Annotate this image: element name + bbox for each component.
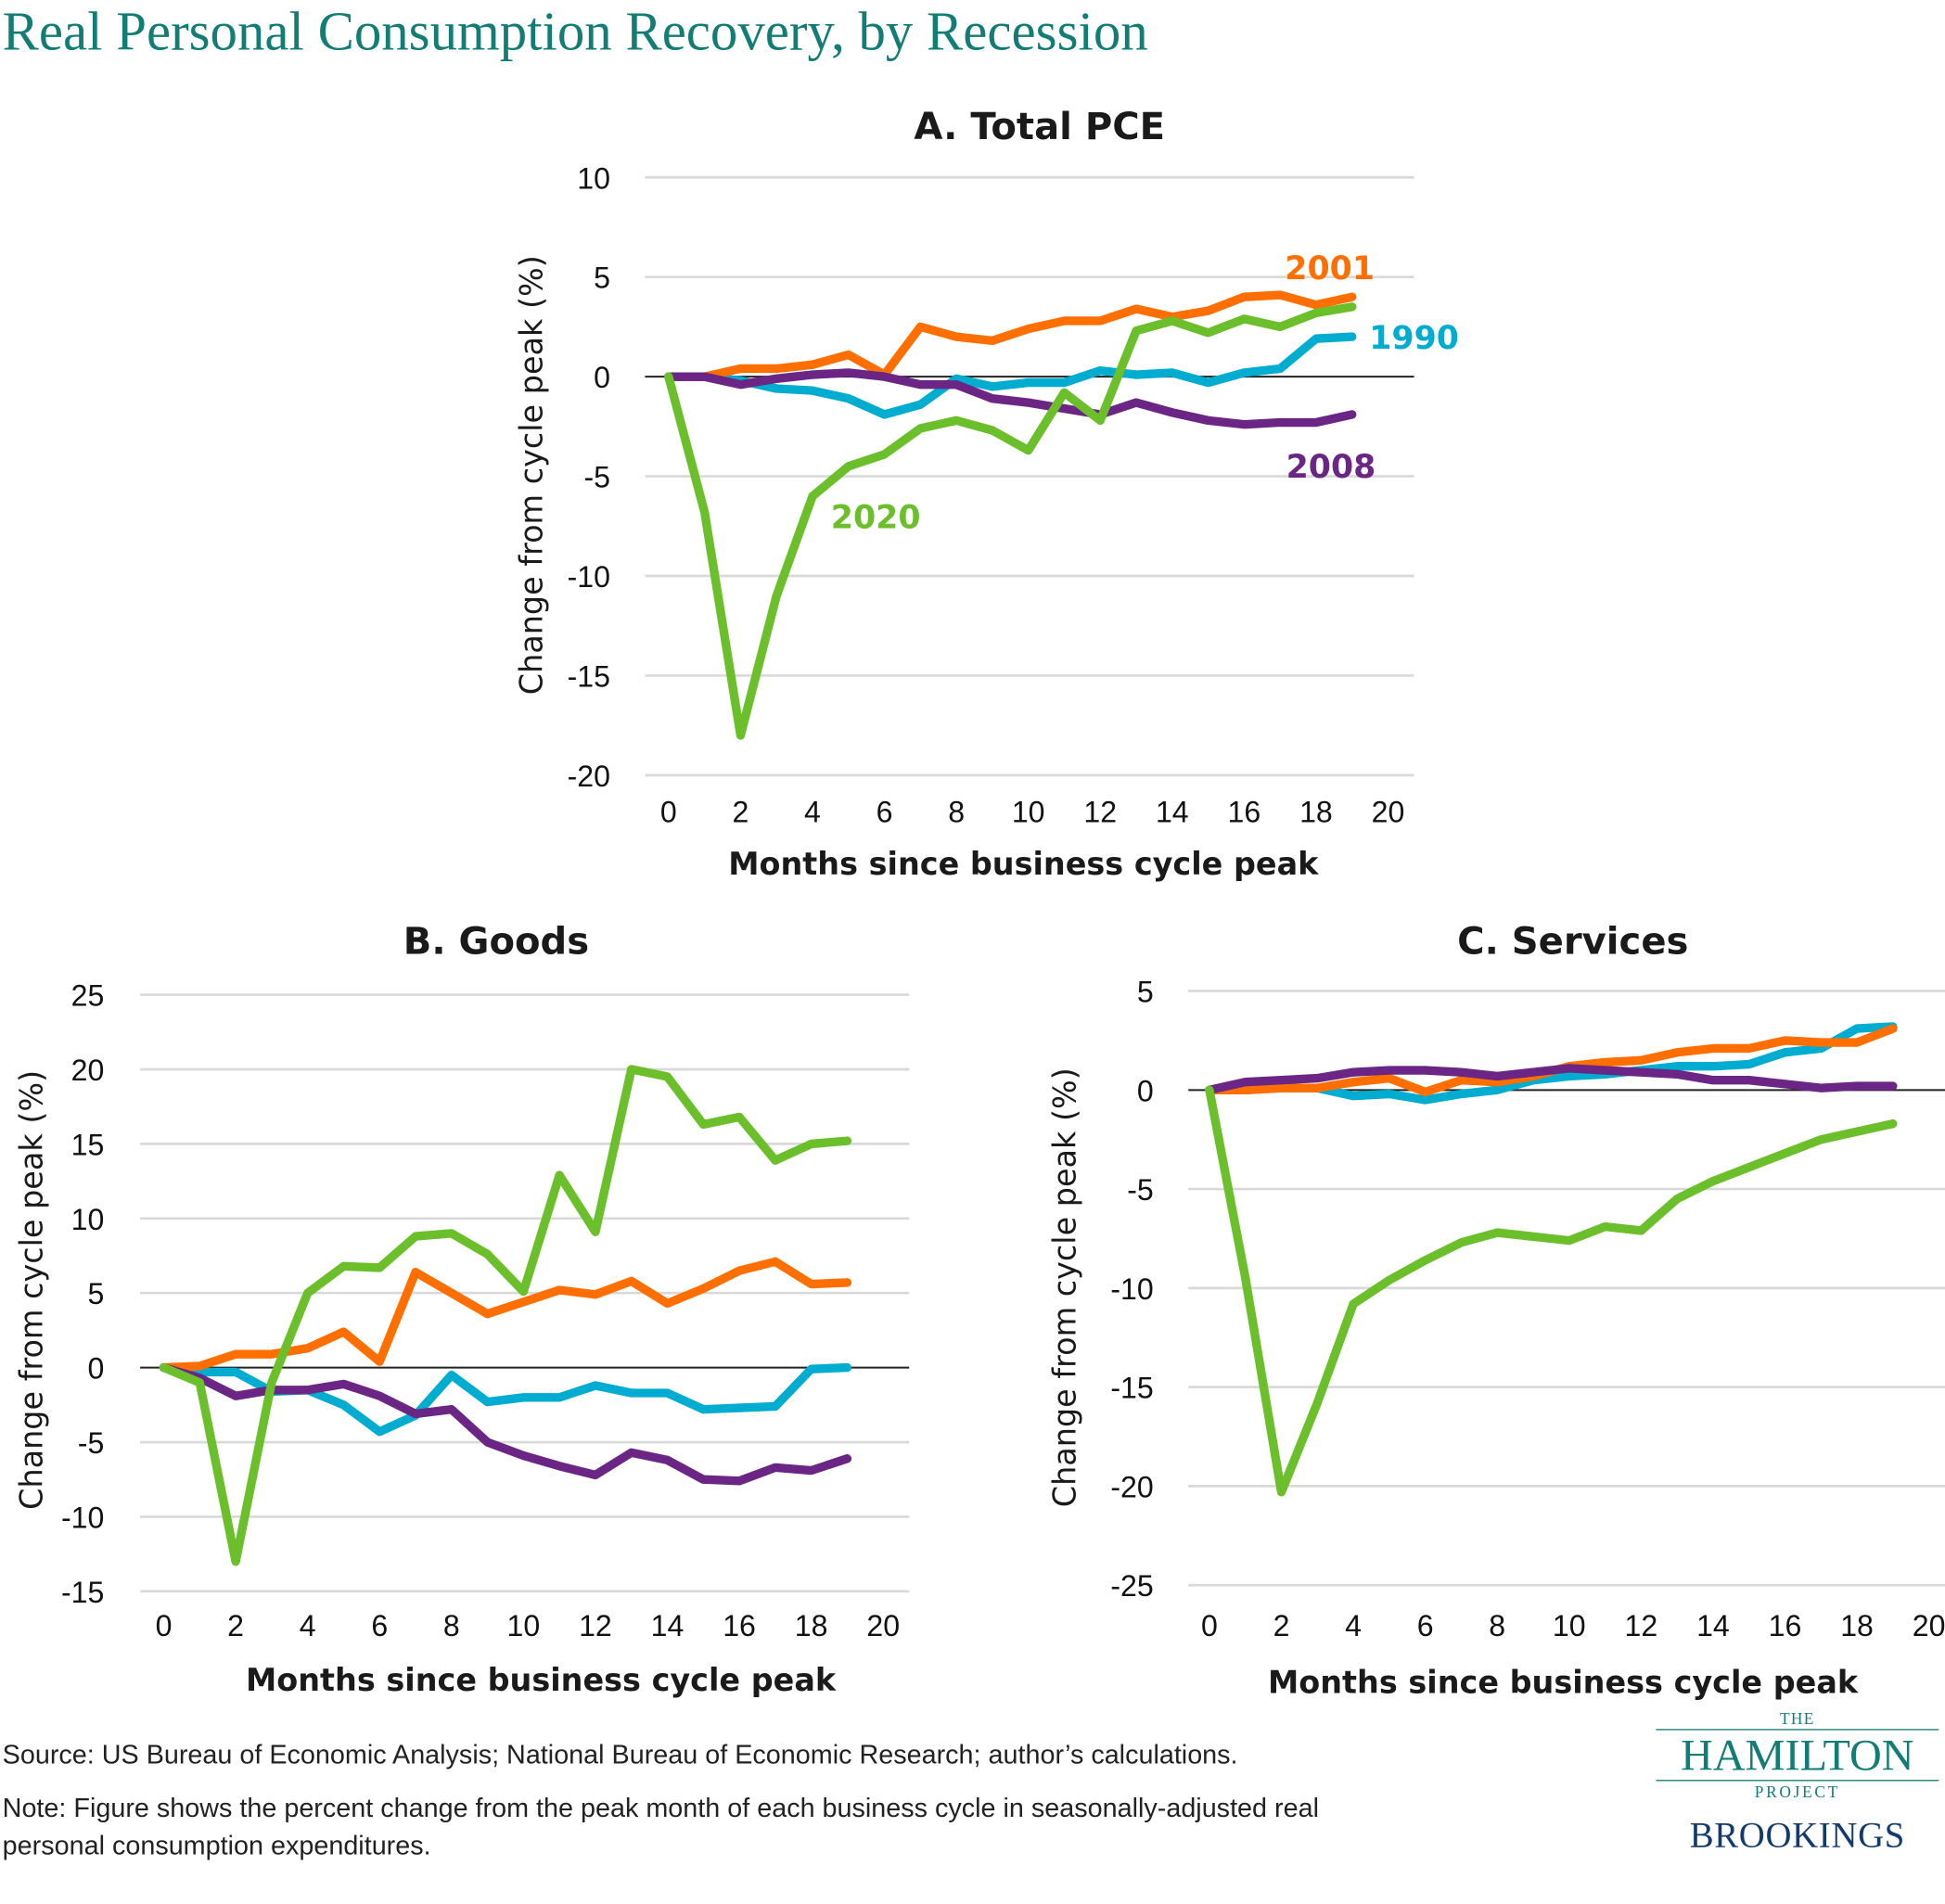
x-tick-label: 14 — [1696, 1609, 1730, 1642]
series-line-2001 — [159, 1257, 852, 1373]
series-line-2020 — [664, 302, 1357, 740]
x-tick-label: 4 — [804, 796, 821, 829]
y-tick-label: -10 — [1110, 1272, 1153, 1306]
x-tick-label: 10 — [1012, 796, 1045, 829]
x-tick-label: 18 — [795, 1609, 828, 1642]
x-tick-label: 2 — [227, 1609, 244, 1642]
series-label-2008: 2008 — [1286, 449, 1376, 486]
logo-the: THE — [1779, 1708, 1815, 1728]
y-tick-label: 5 — [594, 262, 610, 295]
x-tick-label: 10 — [507, 1609, 541, 1642]
x-tick-label: 6 — [877, 796, 893, 829]
x-tick-label: 2 — [1273, 1609, 1290, 1642]
x-tick-label: 14 — [1156, 796, 1189, 829]
y-tick-label: -20 — [568, 760, 610, 793]
note-line-1: Note: Figure shows the percent change fr… — [2, 1793, 1319, 1823]
figure-title: Real Personal Consumption Recovery, by R… — [2, 1, 1148, 62]
panel-title: B. Goods — [403, 920, 589, 963]
y-tick-label: 20 — [71, 1054, 105, 1087]
y-tick-label: 0 — [594, 361, 610, 394]
series-label-2001: 2001 — [1285, 250, 1375, 288]
x-tick-label: 20 — [1372, 796, 1405, 829]
logo-project: PROJECT — [1749, 1782, 1846, 1803]
x-tick-label: 0 — [156, 1609, 173, 1642]
y-axis-label: Change from cycle peak (%) — [513, 255, 549, 695]
x-tick-label: 18 — [1840, 1609, 1874, 1642]
hamilton-brookings-logo: THE HAMILTON PROJECT BROOKINGS — [1656, 1709, 1939, 1857]
source-note: Source: US Bureau of Economic Analysis; … — [2, 1740, 1238, 1770]
series-line-2001 — [664, 290, 1357, 381]
note-line-2: personal consumption expenditures. — [2, 1830, 431, 1861]
series-line-2008 — [1205, 1064, 1898, 1094]
y-tick-label: 0 — [1137, 1074, 1154, 1107]
y-tick-label: -15 — [61, 1576, 104, 1609]
x-tick-label: 4 — [300, 1609, 316, 1642]
y-tick-label: 5 — [1137, 976, 1154, 1009]
x-tick-label: 16 — [723, 1609, 756, 1642]
x-tick-label: 10 — [1553, 1609, 1586, 1642]
series-line-2008 — [664, 368, 1357, 429]
y-tick-label: 25 — [71, 979, 105, 1013]
x-tick-label: 20 — [866, 1609, 900, 1642]
y-tick-label: -15 — [1110, 1372, 1153, 1405]
x-tick-label: 14 — [651, 1609, 685, 1642]
y-tick-label: -20 — [1110, 1470, 1153, 1503]
y-axis-label: Change from cycle peak (%) — [1046, 1067, 1082, 1507]
x-tick-label: 0 — [660, 796, 677, 829]
x-tick-label: 2 — [732, 796, 749, 829]
series-line-2008 — [159, 1362, 852, 1486]
x-tick-label: 12 — [1083, 796, 1117, 829]
series-line-2020 — [159, 1065, 852, 1566]
y-tick-label: 10 — [71, 1203, 105, 1236]
x-tick-label: 18 — [1299, 796, 1333, 829]
x-tick-label: 8 — [948, 796, 965, 829]
chart-panel-c: C. Services 5 0 -5 -10 -15 -20 -25 0 2 4 6 8 10 12 14 16… — [1046, 920, 1944, 1700]
x-tick-label: 0 — [1201, 1609, 1218, 1642]
chart-panel-a: A. Total PCE 10 5 0 -5 -10 -15 -20 0 2 4 6 8 10 12 14 16… — [513, 106, 1459, 882]
y-axis-label: Change from cycle peak (%) — [13, 1070, 49, 1510]
series-label-2020: 2020 — [831, 500, 921, 537]
y-tick-label: -5 — [1127, 1173, 1154, 1207]
x-tick-label: 4 — [1345, 1609, 1362, 1642]
x-axis-label: Months since business cycle peak — [246, 1662, 837, 1698]
x-tick-label: 16 — [1228, 796, 1261, 829]
x-tick-label: 8 — [443, 1609, 460, 1642]
y-tick-label: -5 — [583, 461, 610, 494]
y-tick-label: 0 — [87, 1352, 104, 1386]
y-tick-label: -10 — [568, 560, 610, 594]
y-tick-label: -25 — [1110, 1569, 1153, 1603]
y-tick-label: 5 — [87, 1277, 104, 1310]
panel-title: C. Services — [1457, 920, 1688, 963]
y-tick-label: 10 — [577, 161, 610, 195]
y-tick-label: -5 — [78, 1426, 105, 1460]
logo-brookings: BROOKINGS — [1689, 1815, 1905, 1856]
x-axis-label: Months since business cycle peak — [728, 846, 1319, 882]
x-tick-label: 16 — [1769, 1609, 1802, 1642]
chart-panel-b: B. Goods 25 20 15 10 5 0 -5 -10 -15 0 2 4 6 8 10 12 14 16 1… — [13, 920, 910, 1698]
x-tick-label: 6 — [371, 1609, 388, 1642]
x-tick-label: 8 — [1489, 1609, 1505, 1642]
x-tick-label: 12 — [1624, 1609, 1657, 1642]
y-tick-label: 15 — [71, 1128, 105, 1161]
y-tick-label: -10 — [61, 1501, 104, 1534]
x-axis-label: Months since business cycle peak — [1268, 1665, 1859, 1701]
series-line-2020 — [1205, 1085, 1898, 1497]
series-line-1990 — [664, 332, 1357, 419]
series-label-1990: 1990 — [1369, 320, 1459, 357]
panel-title: A. Total PCE — [914, 106, 1165, 148]
x-tick-label: 12 — [579, 1609, 612, 1642]
x-tick-label: 20 — [1913, 1609, 1945, 1642]
y-tick-label: -15 — [568, 659, 610, 693]
logo-hamilton: HAMILTON — [1656, 1729, 1939, 1782]
x-tick-label: 6 — [1417, 1609, 1434, 1642]
